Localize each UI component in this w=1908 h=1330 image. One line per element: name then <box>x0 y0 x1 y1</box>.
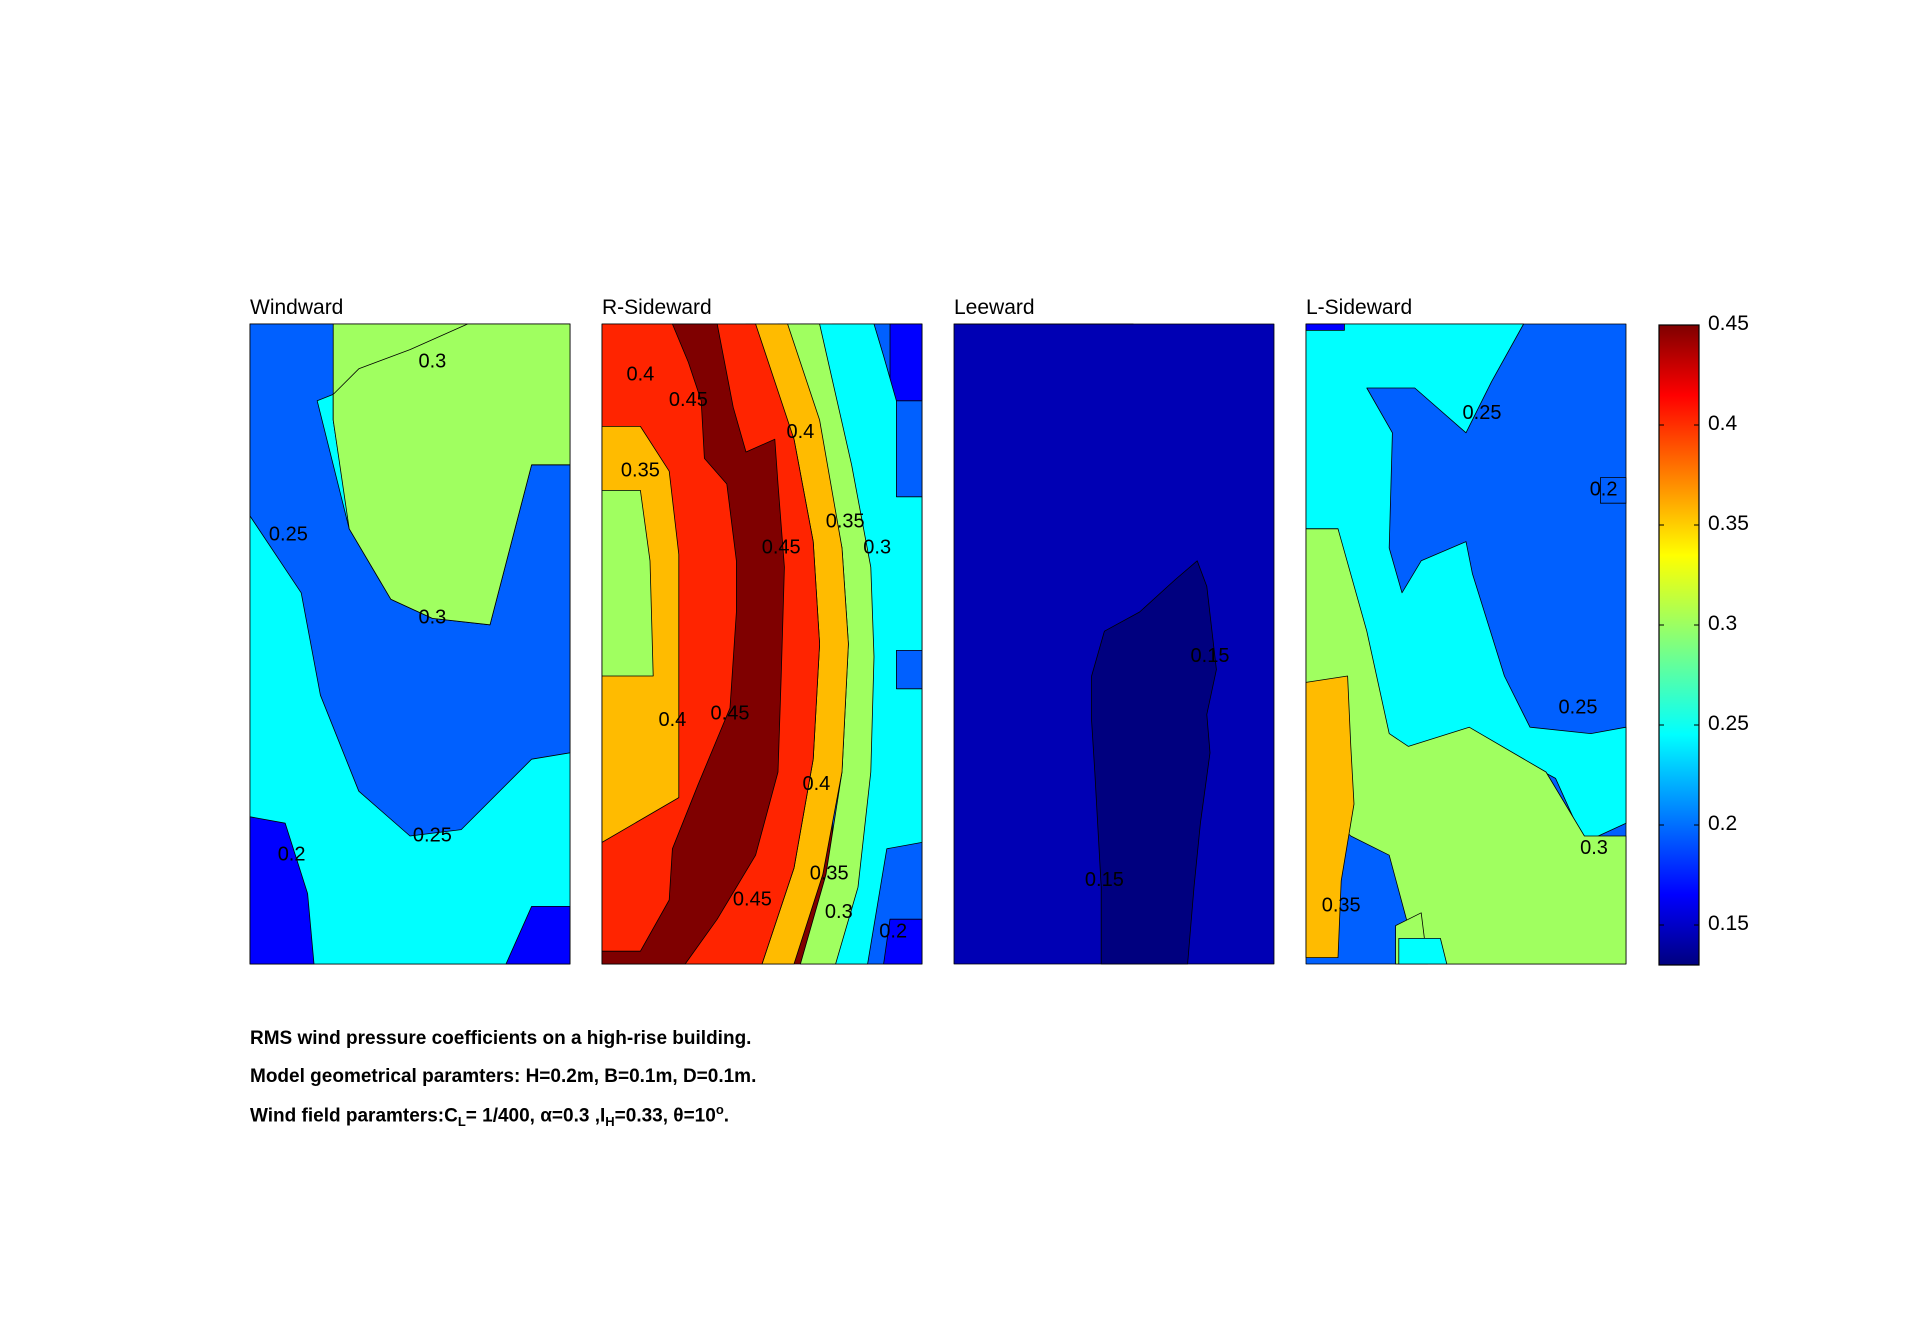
contour-region-r-sideward-3 <box>883 918 923 965</box>
contour-panel-windward: 0.3 0.25 0.3 0.25 0.2 <box>249 323 571 965</box>
contour-label-r-sideward-0: 0.4 <box>626 363 654 385</box>
panel-title-l-sideward: L-Sideward <box>1306 296 1413 319</box>
contour-label-r-sideward-5: 0.35 <box>826 511 865 533</box>
contour-label-r-sideward-1: 0.45 <box>669 389 708 411</box>
caption-line-1: RMS wind pressure coefficients on a high… <box>250 1028 752 1049</box>
contour-region-windward-6 <box>505 906 571 965</box>
contour-label-r-sideward-12: 0.3 <box>825 901 853 923</box>
contour-label-l-sideward-0: 0.25 <box>1463 402 1502 424</box>
contour-panel-l-sideward: 0.25 0.2 0.25 0.3 0.35 <box>1305 323 1627 965</box>
colorbar-tick-label: 0.25 <box>1708 712 1749 735</box>
contour-label-leeward-0: 0.15 <box>1191 645 1230 667</box>
colorbar-gradient <box>1658 324 1700 966</box>
contour-label-r-sideward-13: 0.2 <box>879 920 907 942</box>
caption-line-3: Wind field paramters:CL= 1/400, α=0.3 ,I… <box>250 1102 729 1129</box>
colorbar-tick-label: 0.45 <box>1708 312 1749 335</box>
contour-label-r-sideward-11: 0.45 <box>733 888 772 910</box>
panel-title-windward: Windward <box>250 296 344 319</box>
caption-line-3-part-b: = 1/400, α=0.3 ,I <box>465 1105 606 1127</box>
caption-line-3-part-a: Wind field paramters:C <box>250 1105 458 1127</box>
contour-label-r-sideward-7: 0.4 <box>658 709 686 731</box>
contour-label-windward-2: 0.3 <box>418 607 446 629</box>
caption-line-3-sub-h: H <box>605 1114 615 1130</box>
colorbar-tick-label: 0.35 <box>1708 512 1749 535</box>
panel-title-leeward: Leeward <box>954 296 1035 319</box>
contour-region-l-sideward-2 <box>1599 477 1627 504</box>
contour-label-windward-1: 0.25 <box>269 523 308 545</box>
contour-region-leeward-2 <box>1091 560 1217 965</box>
contour-label-r-sideward-6: 0.3 <box>863 536 891 558</box>
contour-region-l-sideward-3 <box>1305 528 1627 965</box>
contour-region-l-sideward-4 <box>1305 675 1355 958</box>
contour-label-r-sideward-10: 0.35 <box>810 863 849 885</box>
contour-region-l-sideward-7 <box>1398 938 1448 965</box>
colorbar-tick-label: 0.4 <box>1708 412 1738 435</box>
colorbar <box>1658 324 1700 966</box>
caption-line-2: Model geometrical paramters: H=0.2m, B=0… <box>250 1066 757 1087</box>
contour-panel-r-sideward: 0.4 0.45 0.35 0.4 0.45 0.35 0.3 0.4 0.45 0.4 0.35 0… <box>601 323 923 965</box>
contour-label-windward-3: 0.25 <box>413 824 452 846</box>
contour-label-l-sideward-2: 0.25 <box>1559 696 1598 718</box>
contour-label-windward-0: 0.3 <box>418 351 446 373</box>
contour-region-r-sideward-9 <box>601 489 654 677</box>
contour-label-r-sideward-3: 0.4 <box>786 421 814 443</box>
contour-region-l-sideward-6 <box>1305 323 1345 331</box>
contour-label-l-sideward-4: 0.35 <box>1322 895 1361 917</box>
contour-region-windward-4 <box>332 323 571 626</box>
contour-label-r-sideward-2: 0.35 <box>621 459 660 481</box>
contour-region-r-sideward-10 <box>601 323 785 965</box>
panel-title-r-sideward: R-Sideward <box>602 296 712 319</box>
contour-label-l-sideward-3: 0.3 <box>1580 837 1608 859</box>
contour-label-l-sideward-1: 0.2 <box>1590 479 1618 501</box>
contour-region-r-sideward-2 <box>889 323 923 402</box>
contour-label-r-sideward-9: 0.4 <box>802 773 830 795</box>
colorbar-tick-label: 0.15 <box>1708 912 1749 935</box>
caption-line-3-part-d: . <box>723 1105 730 1127</box>
caption-line-3-sup-o: o <box>715 1102 724 1117</box>
contour-label-leeward-1: 0.15 <box>1085 869 1124 891</box>
contour-region-windward-5 <box>249 816 315 965</box>
caption-line-3-sub-l: L <box>457 1114 466 1130</box>
contour-panel-leeward: 0.15 0.15 <box>953 323 1275 965</box>
caption-line-3-part-c: =0.33, θ=10 <box>614 1105 716 1127</box>
contour-label-r-sideward-8: 0.45 <box>711 703 750 725</box>
colorbar-tick-label: 0.2 <box>1708 812 1738 835</box>
contour-label-windward-4: 0.2 <box>278 843 306 865</box>
colorbar-tick-label: 0.3 <box>1708 612 1738 635</box>
contour-label-r-sideward-4: 0.45 <box>762 536 801 558</box>
